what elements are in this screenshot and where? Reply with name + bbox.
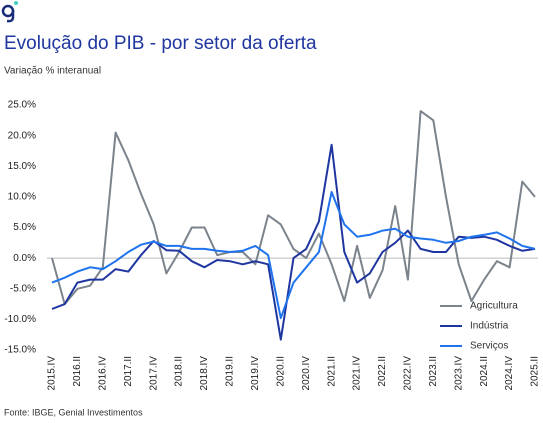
x-tick-label: 2024.IV xyxy=(504,356,515,391)
legend-label: Serviços xyxy=(470,341,508,352)
y-tick-label: 10.0% xyxy=(8,192,36,203)
x-tick-label: 2019.II xyxy=(225,356,236,387)
x-tick-label: 2020.IV xyxy=(301,356,312,391)
series-line xyxy=(51,143,536,341)
legend-label: Agricultura xyxy=(470,301,518,312)
x-tick-label: 2020.II xyxy=(275,356,286,387)
y-tick-label: 15.0% xyxy=(8,161,36,172)
x-tick-label: 2025.II xyxy=(530,356,541,387)
legend-label: Indústria xyxy=(470,321,509,332)
series-line xyxy=(51,191,536,320)
x-tick-label: 2018.II xyxy=(174,356,185,387)
source-note: Fonte: IBGE, Genial Investimentos xyxy=(4,407,143,417)
x-tick-label: 2017.II xyxy=(123,356,134,387)
x-tick-label: 2024.II xyxy=(479,356,490,387)
y-tick-label: -5.0% xyxy=(10,283,36,294)
x-tick-label: 2022.II xyxy=(377,356,388,387)
logo xyxy=(1,1,18,23)
series-line xyxy=(51,110,536,306)
x-tick-label: 2022.IV xyxy=(403,356,414,391)
x-tick-label: 2021.IV xyxy=(352,356,363,391)
x-tick-label: 2016.II xyxy=(72,356,83,387)
x-tick-label: 2023.IV xyxy=(453,356,464,391)
x-tick-label: 2017.IV xyxy=(148,356,159,391)
x-tick-label: 2018.IV xyxy=(199,356,210,391)
x-tick-label: 2016.IV xyxy=(97,356,108,391)
x-tick-label: 2015.IV xyxy=(47,356,58,391)
x-tick-label: 2021.II xyxy=(326,356,337,387)
y-tick-label: 5.0% xyxy=(13,222,36,233)
y-tick-label: 0.0% xyxy=(13,253,36,264)
x-tick-label: 2019.IV xyxy=(250,356,261,391)
chart-title: Evolução do PIB - por setor da oferta xyxy=(4,33,317,54)
x-tick-label: 2023.II xyxy=(428,356,439,387)
y-tick-label: 20.0% xyxy=(8,130,36,141)
chart-subtitle: Variação % interanual xyxy=(4,66,101,77)
y-tick-label: -10.0% xyxy=(4,314,36,325)
y-tick-label: -15.0% xyxy=(4,345,36,356)
y-tick-label: 25.0% xyxy=(8,100,36,111)
